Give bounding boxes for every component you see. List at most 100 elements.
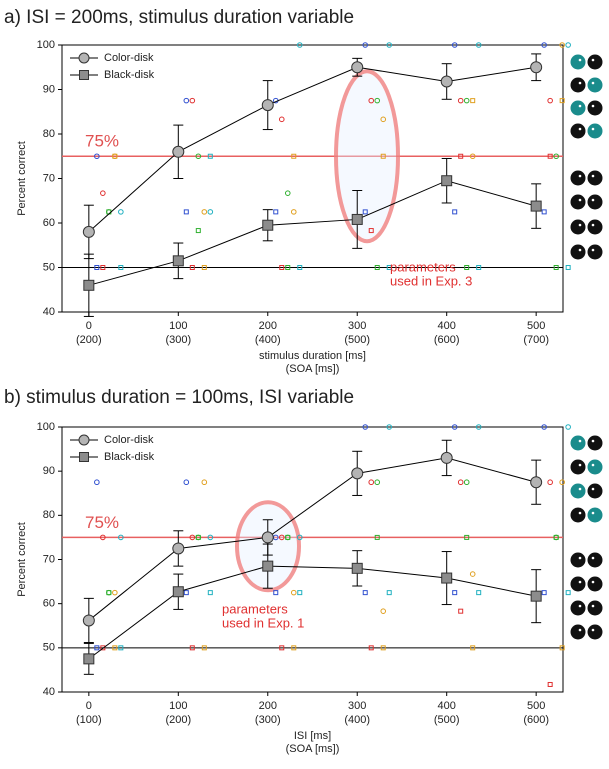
disk-dot: [591, 556, 595, 560]
y-tick-label: 40: [43, 306, 55, 318]
subject-point: [291, 645, 297, 651]
disk-icon: [570, 483, 586, 499]
subject-point: [386, 265, 392, 270]
subject-point: [451, 42, 458, 48]
disk-dot: [578, 127, 582, 131]
disk-dot: [578, 174, 582, 178]
y-axis-label: Percent correct: [16, 522, 28, 597]
subject-point: [374, 265, 380, 270]
subject-point: [559, 645, 565, 651]
y-tick-label: 70: [43, 172, 55, 184]
data-point: [351, 61, 364, 74]
subject-point: [457, 479, 464, 486]
subject-point: [296, 534, 303, 541]
data-point: [82, 614, 95, 627]
subject-point: [189, 265, 195, 270]
subject-point: [565, 424, 571, 430]
x-tick-label: 200: [259, 700, 277, 712]
subject-point: [183, 479, 190, 486]
x-tick-label-secondary: (500): [434, 714, 460, 726]
subject-point: [195, 228, 201, 234]
disk-dot: [578, 81, 582, 85]
subject-point: [553, 153, 559, 160]
subject-point: [547, 153, 553, 159]
subject-point: [541, 42, 547, 48]
subject-point: [207, 590, 213, 596]
subject-point: [368, 97, 375, 104]
subject-point: [297, 590, 303, 596]
disk-icon: [587, 435, 603, 451]
subject-point: [565, 265, 571, 270]
subject-point: [458, 153, 464, 159]
subject-point: [183, 590, 189, 596]
x-tick-label-secondary: (600): [523, 714, 549, 726]
subject-point: [118, 534, 124, 541]
subject-point: [183, 209, 189, 215]
subject-point: [380, 116, 387, 123]
disk-dot: [578, 198, 582, 202]
subject-point: [374, 479, 381, 486]
series-line: [88, 180, 537, 286]
disk-icon: [587, 624, 603, 640]
subject-point: [469, 571, 476, 577]
disk-dot: [578, 248, 582, 252]
subject-point: [368, 228, 374, 234]
subject-point: [553, 265, 559, 270]
subject-point: [541, 424, 547, 430]
disk-icon: [587, 552, 603, 568]
data-point: [172, 255, 184, 267]
subject-point: [106, 590, 112, 596]
subject-point: [374, 97, 381, 104]
disk-icon: [570, 100, 586, 116]
data-point: [172, 586, 184, 598]
subject-point: [291, 153, 297, 159]
data-point: [172, 542, 185, 555]
disk-dot: [591, 439, 595, 443]
subject-point: [547, 97, 553, 104]
disk-icon: [587, 459, 603, 475]
disk-dot: [578, 463, 582, 467]
data-point: [530, 590, 542, 602]
x-axis-label: stimulus duration [ms]: [259, 350, 366, 362]
x-tick-label-secondary: (100): [76, 714, 102, 726]
x-tick-label: 0: [86, 320, 92, 332]
data-point: [530, 61, 543, 74]
subject-point: [362, 424, 369, 430]
disk-icon: [587, 77, 603, 93]
disk-icon: [587, 219, 603, 235]
subject-point: [469, 153, 476, 160]
disk-icon: [587, 194, 603, 210]
subject-point: [279, 265, 285, 270]
subject-point: [362, 590, 368, 596]
subject-point: [368, 479, 375, 486]
x-tick-label-secondary: (200): [165, 714, 191, 726]
data-point: [83, 653, 95, 665]
subject-point: [458, 608, 464, 614]
disk-icon: [570, 219, 586, 235]
legend-marker: [79, 70, 89, 80]
subject-point: [451, 424, 458, 430]
disk-icon: [570, 459, 586, 475]
subject-point: [547, 681, 553, 687]
disk-dot: [591, 511, 595, 515]
subject-point: [112, 153, 118, 159]
disk-dot: [591, 463, 595, 467]
disk-dot: [578, 439, 582, 443]
subject-point: [278, 116, 285, 123]
data-point: [441, 175, 453, 187]
subject-point: [207, 534, 214, 541]
x-tick-label: 400: [438, 700, 456, 712]
subject-point: [195, 153, 202, 160]
disk-dot: [591, 580, 595, 584]
subject-point: [380, 608, 387, 614]
data-point: [351, 213, 363, 225]
subject-point: [297, 265, 303, 270]
y-tick-label: 60: [43, 598, 55, 610]
x-tick-label-secondary: (400): [344, 714, 370, 726]
disk-icon: [570, 624, 586, 640]
series-line: [88, 66, 537, 233]
subject-point: [380, 153, 386, 159]
disk-dot: [591, 248, 595, 252]
disk-dot: [591, 628, 595, 632]
disk-icon: [570, 507, 586, 523]
